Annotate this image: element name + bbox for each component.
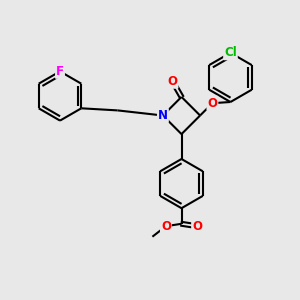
Text: N: N: [158, 109, 168, 122]
Text: Cl: Cl: [224, 46, 237, 59]
Text: O: O: [207, 97, 218, 110]
Text: O: O: [192, 220, 202, 233]
Text: F: F: [56, 65, 64, 78]
Text: O: O: [167, 75, 178, 88]
Text: O: O: [161, 220, 171, 233]
